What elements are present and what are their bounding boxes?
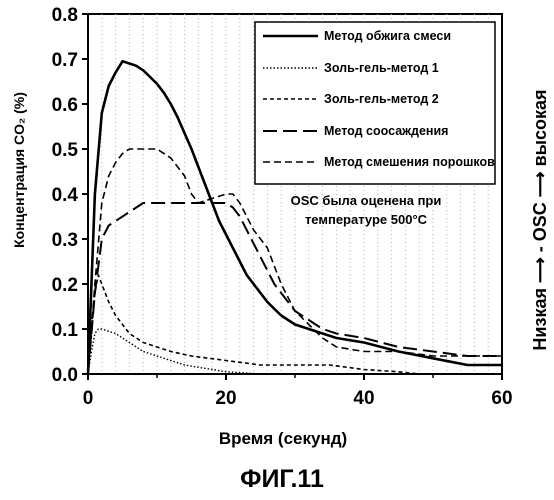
- y-tick-label: 0.5: [52, 140, 79, 161]
- figure-caption: ФИГ.11: [240, 465, 324, 493]
- note-line-2: температуре 500°C: [305, 212, 428, 227]
- x-tick-label: 40: [353, 388, 374, 409]
- x-tick-label: 20: [215, 388, 236, 409]
- legend-label-2: Золь-гель-метод 2: [324, 92, 439, 106]
- x-tick-label: 60: [491, 388, 512, 409]
- x-axis-label: Время (секунд): [219, 429, 347, 448]
- legend-label-1: Золь-гель-метод 1: [324, 61, 439, 75]
- legend-label-3: Метод соосаждения: [324, 124, 448, 138]
- y-tick-label: 0.8: [52, 5, 78, 26]
- legend-label-4: Метод смешения порошков: [324, 155, 495, 169]
- y-tick-label: 0.7: [52, 50, 78, 71]
- legend-label-0: Метод обжига смеси: [324, 29, 451, 43]
- y-tick-label: 0.2: [52, 275, 78, 296]
- y-tick-label: 0.0: [52, 365, 78, 386]
- x-tick-label: 0: [83, 388, 94, 409]
- y-tick-label: 0.6: [52, 95, 78, 116]
- y-tick-label: 0.1: [52, 320, 79, 341]
- note-line-1: OSC была оценена при: [291, 193, 442, 208]
- y-tick-label: 0.4: [52, 185, 79, 206]
- osc-scale-label: Низкая ⟶ - OSC ⟶ высокая: [530, 89, 550, 350]
- y-axis-label: Концентрация CO₂ (%): [11, 92, 27, 248]
- y-tick-label: 0.3: [52, 230, 78, 251]
